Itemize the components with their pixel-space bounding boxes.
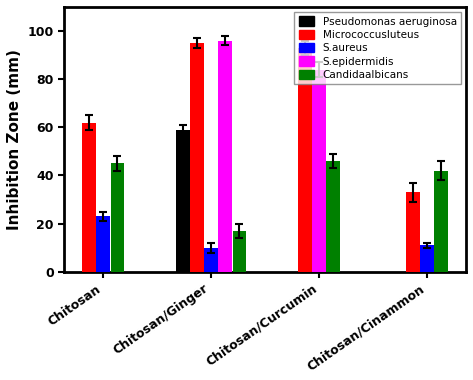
Legend: Pseudomonas aeruginosa, Micrococcusluteus, S.aureus, S.epidermidis, Candidaalbic: Pseudomonas aeruginosa, Micrococcusluteu…: [294, 12, 461, 84]
Bar: [219, 41, 232, 272]
Bar: [233, 231, 246, 272]
Bar: [406, 192, 420, 272]
Bar: [204, 248, 218, 272]
Bar: [82, 122, 96, 272]
Bar: [435, 171, 448, 272]
Bar: [313, 70, 326, 272]
Y-axis label: Inhibition Zone (mm): Inhibition Zone (mm): [7, 49, 22, 230]
Bar: [420, 245, 434, 272]
Bar: [96, 216, 110, 272]
Bar: [176, 130, 190, 272]
Bar: [326, 161, 340, 272]
Bar: [191, 43, 204, 272]
Bar: [298, 48, 312, 272]
Bar: [111, 163, 124, 272]
